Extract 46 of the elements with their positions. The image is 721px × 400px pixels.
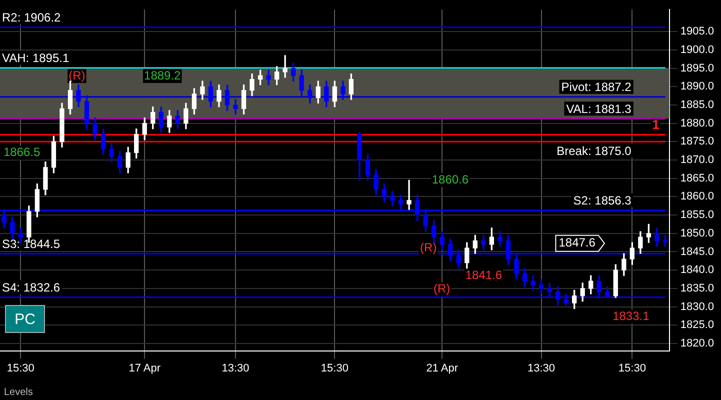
x-tick-label: 13:30 (528, 362, 556, 374)
ref-line-label: S4: 1832.6 (2, 280, 60, 295)
y-tick-label: 1840.0 (680, 264, 714, 276)
x-tick-label: 21 Apr (426, 362, 458, 374)
x-tick-label: 15:30 (618, 362, 646, 374)
y-tick-label: 1850.0 (680, 227, 714, 240)
ref-line-label: Break: 1875.0 (556, 144, 632, 158)
candlestick (406, 180, 412, 210)
y-tick-label: 1820.0 (680, 337, 714, 350)
annotation: 1889.2 (144, 68, 182, 82)
annotation: 1841.6 (465, 268, 502, 282)
y-tick-label: 1830.0 (680, 300, 714, 313)
y-tick-label: 1835.0 (680, 282, 714, 294)
y-tick-label: 1885.0 (680, 99, 714, 112)
x-tick-label: 15:30 (320, 362, 348, 374)
x-tick-label: 13:30 (222, 362, 250, 374)
annotation: 1847.6 (558, 236, 596, 250)
annotation: 1833.1 (612, 308, 650, 323)
ref-line-label: VAH: 1895.1 (2, 51, 70, 66)
y-tick-label: 1900.0 (680, 44, 714, 56)
ref-line-label: Pivot: 1887.2 (561, 80, 632, 94)
annotation: 1 (652, 117, 660, 132)
y-tick-label: 1860.0 (680, 190, 714, 203)
y-tick-label: 1855.0 (680, 209, 714, 222)
annotation: (R) (433, 282, 450, 296)
annotation: 1860.6 (432, 172, 469, 186)
y-tick-label: 1875.0 (680, 136, 714, 148)
ref-line-label: VAL: 1881.3 (566, 102, 632, 116)
y-tick-label: 1825.0 (680, 319, 714, 332)
y-tick-label: 1890.0 (680, 80, 714, 93)
ref-line-label: S3: 1844.5 (2, 236, 60, 251)
y-tick-label: 1870.0 (680, 154, 714, 166)
text: Levels (4, 387, 33, 398)
y-tick-label: 1865.0 (680, 172, 714, 184)
button: PC (5, 305, 45, 333)
y-tick-label: 1845.0 (680, 246, 714, 258)
ref-line-label: S2: 1856.3 (573, 194, 632, 208)
x-tick-label: 17 Apr (128, 362, 161, 374)
y-tick-label: 1880.0 (680, 117, 714, 130)
x-tick-label: 15:30 (6, 362, 34, 374)
annotation: (R) (68, 68, 86, 82)
annotation: 1866.5 (3, 145, 40, 160)
ref-line-label: R2: 1906.2 (2, 10, 62, 25)
annotation: (R) (420, 240, 437, 255)
y-tick-label: 1905.0 (680, 26, 714, 38)
y-tick-label: 1895.0 (680, 62, 714, 74)
